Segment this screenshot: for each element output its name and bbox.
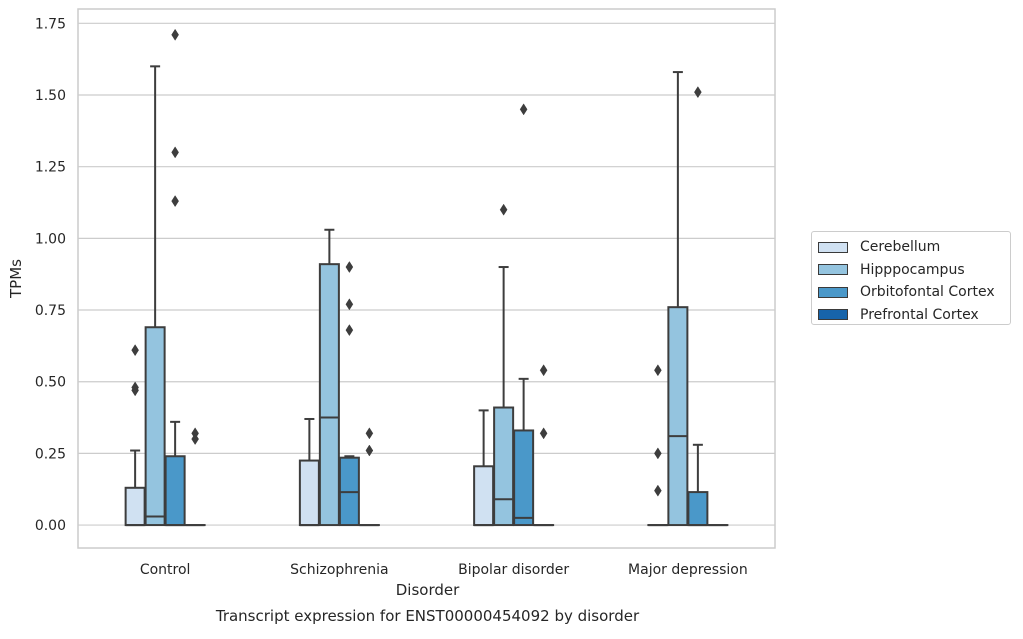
box-flier: [172, 147, 179, 158]
box-rect: [474, 466, 493, 525]
legend-swatch: [818, 309, 848, 320]
box-flier: [694, 87, 701, 98]
y-tick-label: 0.25: [35, 446, 66, 462]
box-flier: [346, 262, 353, 273]
box-flier: [500, 204, 507, 215]
legend-label: Prefrontal Cortex: [860, 307, 979, 323]
box-rect: [668, 307, 687, 525]
x-tick-label: Control: [140, 562, 191, 578]
legend-label: Orbitofontal Cortex: [860, 284, 995, 300]
legend-item: Cerebellum: [818, 236, 1010, 259]
y-tick-label: 1.00: [35, 231, 66, 247]
legend-label: Hipppocampus: [860, 262, 965, 278]
box-flier: [654, 485, 661, 496]
y-tick-label: 1.75: [35, 16, 66, 32]
box-flier: [132, 345, 139, 356]
box-flier: [540, 428, 547, 439]
box-flier: [654, 365, 661, 376]
box-flier: [346, 299, 353, 310]
box-rect: [166, 456, 185, 525]
box-flier: [366, 428, 373, 439]
figure-caption: Transcript expression for ENST0000045409…: [0, 607, 855, 625]
box-flier: [366, 445, 373, 456]
legend-swatch: [818, 264, 848, 275]
x-tick-label: Bipolar disorder: [458, 562, 569, 578]
box-rect: [146, 327, 165, 525]
box-flier: [654, 448, 661, 459]
x-tick-label: Major depression: [628, 562, 748, 578]
box-rect: [320, 264, 339, 525]
legend-swatch: [818, 287, 848, 298]
y-tick-label: 0.50: [35, 375, 66, 391]
box-rect: [126, 488, 145, 525]
y-tick-label: 0.00: [35, 518, 66, 534]
y-tick-label: 0.75: [35, 303, 66, 319]
legend-swatch: [818, 242, 848, 253]
box-rect: [688, 492, 707, 525]
box-flier: [172, 29, 179, 40]
legend-item: Hipppocampus: [818, 259, 1010, 282]
box-flier: [540, 365, 547, 376]
box-rect: [514, 430, 533, 525]
chart-legend: Cerebellum Hipppocampus Orbitofontal Corte…: [811, 231, 1011, 325]
box-rect: [300, 461, 319, 526]
box-flier: [520, 104, 527, 115]
y-axis-label: TPMs: [7, 259, 25, 299]
y-tick-label: 1.50: [35, 88, 66, 104]
box-flier: [346, 325, 353, 336]
y-tick-label: 1.25: [35, 160, 66, 176]
legend-item: Prefrontal Cortex: [818, 304, 1010, 327]
legend-label: Cerebellum: [860, 239, 940, 255]
box-rect: [494, 408, 513, 526]
legend-item: Orbitofontal Cortex: [818, 281, 1010, 304]
box-flier: [172, 196, 179, 207]
x-tick-label: Schizophrenia: [290, 562, 388, 578]
x-axis-label: Disorder: [0, 581, 855, 599]
